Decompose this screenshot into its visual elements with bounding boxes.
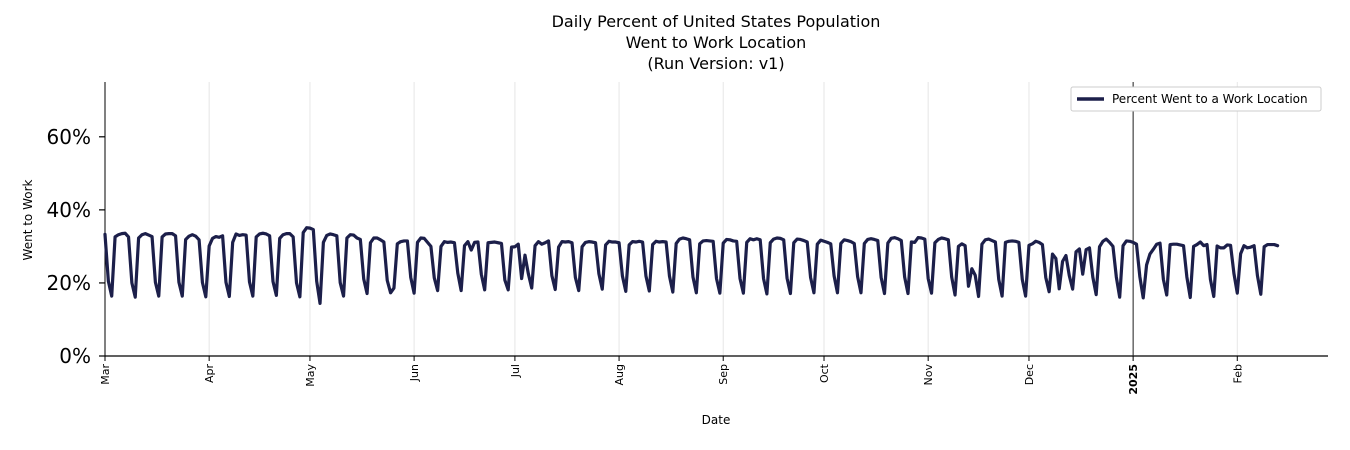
x-tick-label: 2025: [1127, 364, 1140, 395]
x-tick-label: Jun: [408, 364, 421, 382]
legend: Percent Went to a Work Location: [1070, 86, 1322, 112]
y-tick-label: 20%: [47, 271, 91, 295]
y-tick-label: 60%: [47, 125, 91, 149]
chart-title-line-2: Went to Work Location: [626, 33, 807, 52]
x-axis-label: Date: [702, 413, 731, 427]
x-tick-label: Oct: [818, 363, 831, 383]
x-tick-label: Jul: [509, 364, 522, 378]
y-tick-label: 0%: [59, 344, 91, 368]
x-gridlines: [104, 82, 1238, 356]
legend-label: Percent Went to a Work Location: [1112, 92, 1308, 106]
x-tick-label: Apr: [203, 364, 216, 384]
x-tick-label: Feb: [1231, 364, 1244, 383]
series-line-percent-went-to-work: [103, 226, 1280, 305]
x-tick-label: Aug: [613, 364, 626, 385]
chart-title-line-3: (Run Version: v1): [647, 54, 784, 73]
axis-ticks: 0% 20% 40% 60% Mar Apr May Jun Jul Aug Sep Oct Nov De…: [47, 125, 1245, 395]
x-tick-label: Sep: [717, 364, 730, 385]
y-tick-label: 40%: [47, 198, 91, 222]
y-axis-label: Went to Work: [21, 179, 35, 260]
x-tick-label: May: [304, 364, 317, 387]
x-tick-label: Dec: [1023, 364, 1036, 385]
x-tick-label: Nov: [922, 364, 935, 386]
x-tick-label: Mar: [99, 364, 112, 385]
legend-box: [1070, 86, 1322, 112]
chart-title-line-1: Daily Percent of United States Populatio…: [552, 12, 881, 31]
